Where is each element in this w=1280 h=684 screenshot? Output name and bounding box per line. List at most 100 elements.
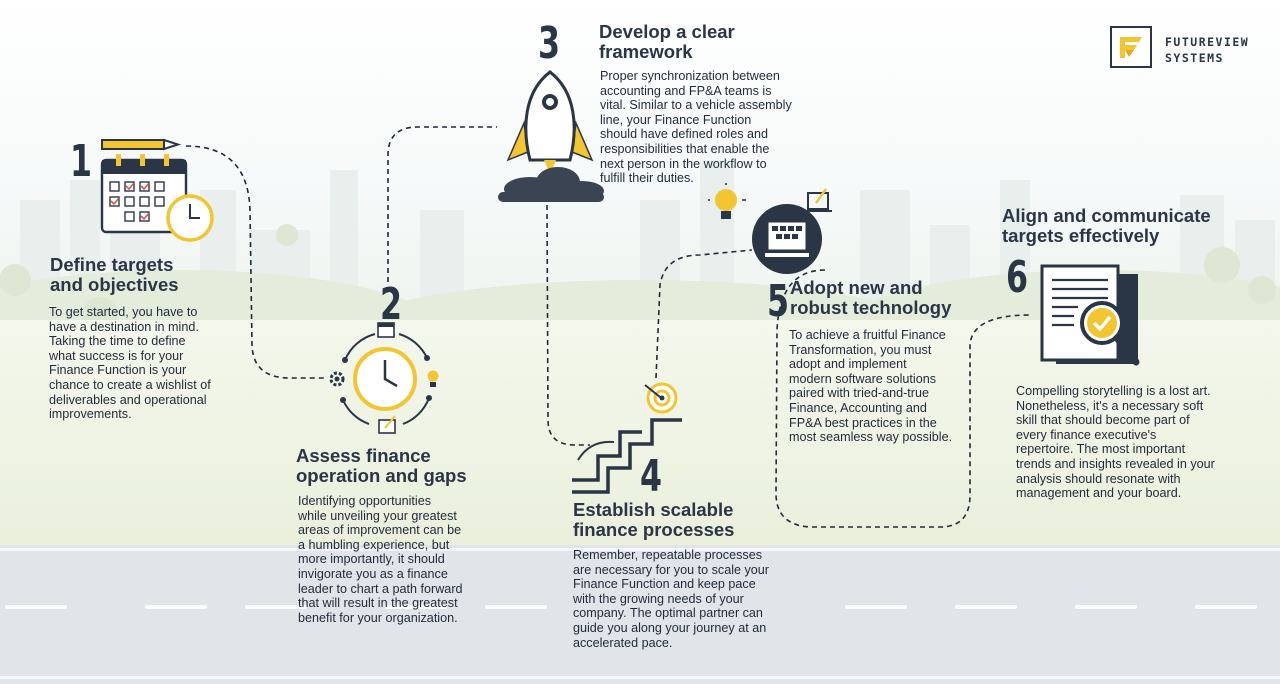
step-4-body-line: guide you along your journey at an — [573, 620, 767, 635]
connector-4-5 — [655, 249, 753, 379]
logo-f-icon — [1120, 37, 1142, 58]
step-6-body-line: analysis should resonate with — [1016, 471, 1181, 486]
step-6-title-line: targets effectively — [1002, 225, 1160, 246]
step-5-body-line: Finance, Accounting and — [789, 400, 927, 415]
step-5-body: To achieve a fruitful Finance Transforma… — [789, 328, 952, 445]
step-4-body-line: with the growing needs of your — [573, 591, 744, 606]
step-6-body-line: Compelling storytelling is a lost art. — [1016, 384, 1211, 398]
gear-icon — [329, 371, 345, 387]
step-1-body-line: To get started, you have to — [49, 305, 198, 319]
step-6-body-line: Nonetheless, it's a necessary soft — [1016, 398, 1204, 413]
step-2-body-line: a humbling experience, but — [298, 537, 450, 552]
step-5-body-line: adopt and implement — [789, 357, 907, 372]
step-5-number: 5 — [767, 276, 789, 327]
connector-3-4 — [546, 204, 590, 446]
step-2-body-line: invigorate you as a finance — [298, 566, 448, 581]
step-2-number: 2 — [380, 279, 402, 330]
brand-logo — [1110, 26, 1152, 68]
step-4-body-line: Remember, repeatable processes — [573, 548, 763, 562]
step-4-body: Remember, repeatable processes are neces… — [573, 548, 769, 650]
step-1-title-line: Define targets — [50, 254, 174, 275]
step-2-body-line: Identifying opportunities — [298, 494, 432, 508]
step-3-body-line: fulfill their duties. — [600, 171, 694, 186]
step-4-body-line: are necessary for you to scale your — [573, 562, 769, 577]
step-1-body-line: chance to create a wishlist of — [49, 377, 211, 392]
step-1-body-line: improvements. — [49, 407, 132, 422]
road-edge-bottom — [0, 676, 1280, 679]
monitor-icon — [752, 204, 822, 274]
step-2-title: Assess finance operation and gaps — [296, 446, 467, 486]
lightbulb-icon — [708, 183, 746, 219]
step-3-body-line: should have defined roles and — [600, 127, 769, 142]
connector-2-3 — [387, 126, 497, 282]
road-lane-mark — [1195, 605, 1257, 609]
step-4-body-line: Finance Function and keep pace — [573, 577, 756, 592]
step-4-title-line: finance processes — [573, 519, 735, 540]
step-2-title-line: Assess finance — [296, 445, 431, 466]
step-6-number: 6 — [1006, 252, 1028, 303]
road-lane-mark — [955, 605, 1017, 609]
pencil-icon — [101, 138, 182, 151]
step-4-illustration — [572, 382, 682, 494]
step-5-body-line: To achieve a fruitful Finance — [789, 328, 946, 342]
step-4-title: Establish scalable finance processes — [573, 500, 734, 540]
step-6-body-line: repertoire. The most important — [1016, 442, 1186, 457]
step-2-title-line: operation and gaps — [296, 465, 467, 486]
road-lane-mark — [245, 605, 307, 609]
step-3-body-line: next person in the workflow to — [600, 156, 767, 171]
road-lane-mark — [485, 605, 547, 609]
step-5-body-line: paired with tried-and-true — [789, 386, 930, 401]
background-road — [0, 545, 1280, 684]
step-1-number: 1 — [70, 136, 92, 187]
step-4-body-line: accelerated pace. — [573, 635, 673, 650]
step-3-title-line: Develop a clear — [599, 21, 735, 42]
step-5-body-line: FP&A best practices in the — [789, 415, 937, 430]
connector-1-2 — [185, 145, 325, 379]
step-3-body-line: accounting and FP&A teams is — [600, 83, 772, 98]
road-lane-mark — [385, 605, 447, 609]
step-6-body-line: management and your board. — [1016, 486, 1182, 501]
step-1-title-line: and objectives — [50, 274, 179, 295]
laptop-icon — [804, 188, 832, 212]
step-3-title: Develop a clear framework — [599, 22, 735, 62]
clock-icon — [166, 194, 214, 242]
clock-icon — [353, 347, 417, 411]
step-6-body-line: skill that should become part of — [1016, 413, 1190, 428]
step-5-title: Adopt new and robust technology — [790, 278, 951, 318]
step-3-illustration — [498, 70, 604, 202]
road-lane-mark — [845, 605, 907, 609]
brand-name: FUTUREVIEW SYSTEMS — [1165, 34, 1249, 66]
stairs-icon — [572, 418, 682, 494]
step-6-illustration — [1040, 264, 1140, 366]
step-2-body-line: while unveiling your greatest — [298, 508, 457, 523]
step-2-body-line: benefit for your organization. — [298, 610, 458, 625]
step-3-body-line: responsibilities that enable the — [600, 141, 770, 156]
step-2-illustration — [329, 322, 439, 434]
step-1-body-line: deliverables and operational — [49, 392, 207, 407]
step-3-body: Proper synchronization between accountin… — [600, 69, 792, 186]
step-5-title-line: Adopt new and — [790, 277, 923, 298]
target-icon — [644, 382, 678, 414]
calendar-icon — [377, 322, 395, 338]
connector-5-6 — [775, 269, 1031, 528]
step-3-title-line: framework — [599, 41, 693, 62]
step-1-body-line: Finance Function is your — [49, 363, 187, 378]
road-lane-mark — [5, 605, 67, 609]
step-5-body-line: Transformation, you must — [789, 342, 932, 357]
step-3-number: 3 — [538, 18, 560, 69]
step-5-title-line: robust technology — [790, 297, 952, 318]
step-6-title-line: Align and communicate — [1002, 205, 1211, 226]
step-3-body-line: Proper synchronization between — [600, 69, 780, 83]
step-5-body-line: most seamless way possible. — [789, 430, 953, 445]
calendar-icon — [100, 154, 188, 234]
lightbulb-icon — [427, 370, 439, 387]
brand-name-line-1: FUTUREVIEW — [1165, 35, 1250, 49]
step-1-body-line: Taking the time to define — [49, 334, 186, 349]
magnifier-check-icon — [1080, 301, 1140, 366]
step-6-body-line: every finance executive's — [1016, 427, 1157, 442]
step-2-body-line: that will result in the greatest — [298, 596, 458, 611]
step-3-body-line: vital. Similar to a vehicle assembly — [600, 98, 792, 113]
step-3-body-line: line, your Finance Function — [600, 112, 752, 127]
step-6-title: Align and communicate targets effectivel… — [1002, 206, 1211, 246]
